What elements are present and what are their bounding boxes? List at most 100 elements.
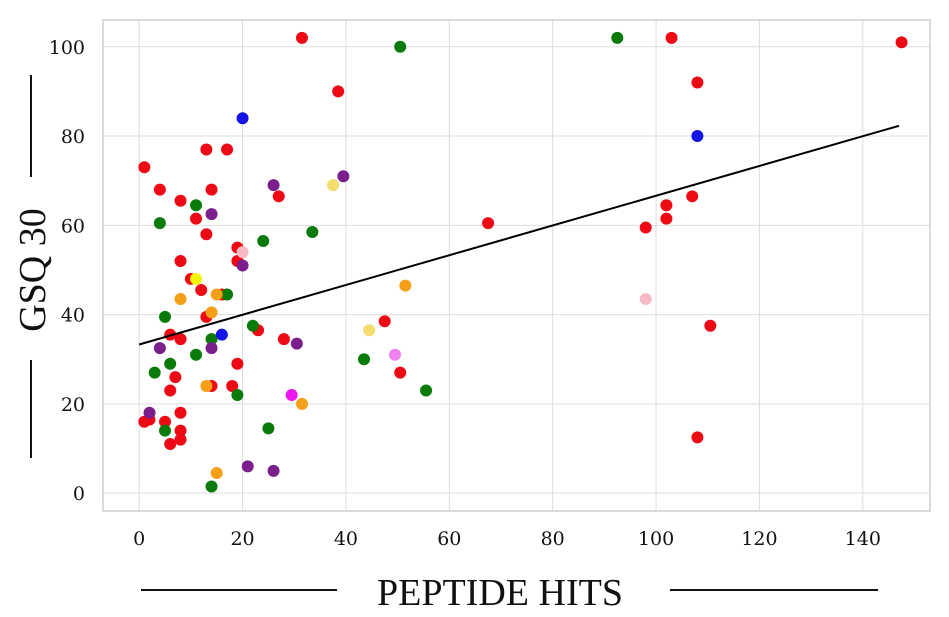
x-tick-label: 0 [133, 528, 145, 550]
data-point [190, 348, 203, 361]
data-point [394, 40, 407, 53]
x-tick-label: 100 [638, 528, 674, 550]
data-point [246, 319, 259, 332]
data-point [200, 228, 213, 241]
x-tick-label: 40 [334, 528, 358, 550]
data-point [389, 348, 402, 361]
data-point [272, 190, 285, 203]
data-point [660, 199, 673, 212]
data-point [221, 288, 234, 301]
data-point [226, 380, 239, 393]
data-point [327, 179, 340, 192]
data-point [205, 183, 218, 196]
data-point [205, 480, 218, 493]
data-point [190, 212, 203, 225]
data-point [691, 76, 704, 89]
y-tick-label: 60 [61, 215, 85, 237]
data-point [363, 324, 376, 337]
data-point [285, 388, 298, 401]
data-point [200, 380, 213, 393]
data-point [205, 208, 218, 221]
y-tick-label: 0 [73, 483, 85, 505]
data-point [332, 85, 345, 98]
data-point [190, 272, 203, 285]
data-point [686, 190, 699, 203]
grid [103, 20, 930, 511]
data-point [195, 284, 208, 297]
data-point [143, 406, 156, 419]
data-point [174, 333, 187, 346]
data-point [159, 415, 172, 428]
data-point [691, 130, 704, 143]
data-point [257, 234, 270, 247]
data-point [895, 36, 908, 49]
data-point [399, 279, 412, 292]
y-tick-label: 40 [61, 305, 85, 327]
data-point [482, 217, 495, 230]
data-points [138, 31, 908, 493]
data-point [420, 384, 433, 397]
data-point [205, 306, 218, 319]
data-point [174, 292, 187, 305]
data-point [153, 217, 166, 230]
y-axis-title: GSQ 30 [12, 208, 54, 332]
x-tick-label: 60 [437, 528, 461, 550]
plot-frame [102, 19, 931, 512]
data-point [174, 406, 187, 419]
y-tick-label: 20 [61, 394, 85, 416]
data-point [205, 333, 218, 346]
data-point [164, 384, 177, 397]
data-point [153, 183, 166, 196]
data-point [169, 371, 182, 384]
data-point [231, 357, 244, 370]
data-point [174, 424, 187, 437]
data-point [148, 366, 161, 379]
y-tick-label: 100 [49, 37, 85, 59]
trend-line [138, 124, 900, 346]
data-point [295, 397, 308, 410]
data-point [358, 353, 371, 366]
data-point [210, 288, 223, 301]
data-point [337, 170, 350, 183]
x-tick-label: 80 [541, 528, 565, 550]
data-point [174, 255, 187, 268]
data-point [164, 357, 177, 370]
data-point [691, 431, 704, 444]
y-tick-label: 80 [61, 126, 85, 148]
data-point [277, 333, 290, 346]
data-point [378, 315, 391, 328]
data-point [231, 388, 244, 401]
data-point [295, 31, 308, 44]
x-tick-label: 140 [845, 528, 881, 550]
y-tick-labels: 0 20 40 60 80 100 [49, 37, 85, 505]
data-point [236, 112, 249, 125]
data-point [200, 143, 213, 156]
data-point [660, 212, 673, 225]
data-point [236, 259, 249, 272]
x-tick-labels: 0 20 40 60 80 100 120 140 [133, 528, 881, 550]
data-point [639, 221, 652, 234]
data-point [236, 246, 249, 259]
data-point [174, 194, 187, 207]
data-point [174, 433, 187, 446]
data-point [159, 310, 172, 323]
data-point [704, 319, 717, 332]
data-point [290, 337, 303, 350]
data-point [639, 292, 652, 305]
data-point [153, 342, 166, 355]
x-tick-label: 20 [230, 528, 254, 550]
data-point [210, 467, 223, 480]
data-point [394, 366, 407, 379]
x-axis-title: PEPTIDE HITS [377, 572, 623, 614]
data-point [267, 179, 280, 192]
data-point [241, 460, 254, 473]
data-point [164, 438, 177, 451]
data-point [267, 464, 280, 477]
x-tick-label: 120 [741, 528, 777, 550]
data-point [665, 31, 678, 44]
data-point [190, 199, 203, 212]
data-point [215, 328, 228, 341]
data-point [611, 31, 624, 44]
data-point [159, 424, 172, 437]
